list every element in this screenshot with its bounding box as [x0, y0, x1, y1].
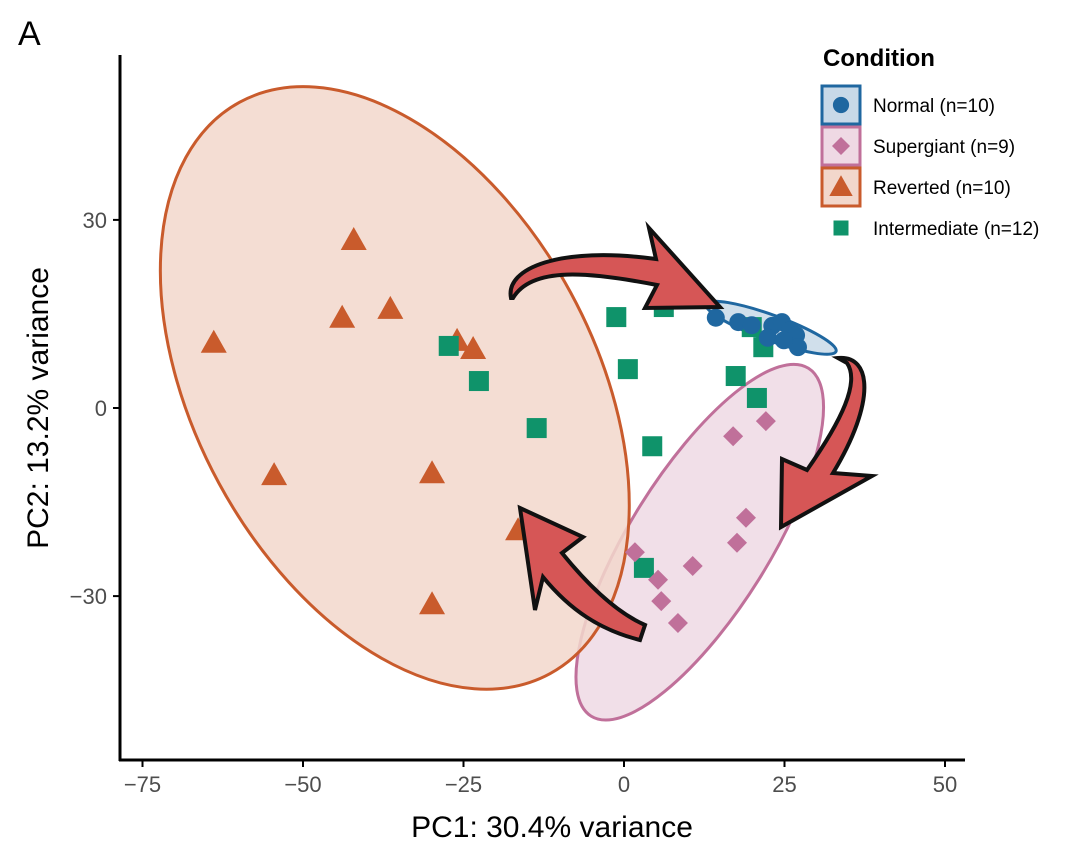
- point-reverted: [340, 226, 367, 250]
- legend-label: Reverted (n=10): [873, 178, 1011, 199]
- x-axis-label: PC1: 30.4% variance: [411, 811, 693, 844]
- point-normal: [706, 308, 725, 327]
- point-intermediate: [468, 371, 489, 392]
- point-supergiant: [624, 542, 645, 563]
- legend-item-reverted: Reverted (n=10): [820, 166, 1011, 208]
- legend-label: Supergiant (n=9): [873, 137, 1015, 158]
- point-supergiant: [755, 411, 776, 432]
- point-intermediate: [606, 307, 627, 328]
- ellipses-layer: [158, 85, 838, 722]
- y-tick-label: 0: [95, 396, 107, 421]
- point-reverted: [419, 460, 446, 484]
- panel-label: A: [18, 15, 41, 53]
- arrow-normal-to-supergiant: [778, 355, 879, 531]
- legend-circle-icon: [832, 96, 850, 114]
- point-intermediate: [725, 366, 746, 387]
- arrow-intermediate-to-normal: [508, 220, 725, 311]
- x-tick-label: 50: [933, 772, 957, 797]
- point-reverted: [460, 336, 487, 360]
- arrows-layer: [508, 220, 879, 643]
- legend: Condition Normal (n=10) Supergiant (n=9) R…: [820, 45, 1039, 240]
- legend-item-supergiant: Supergiant (n=9): [820, 125, 1015, 167]
- legend-label: Normal (n=10): [873, 96, 995, 117]
- point-intermediate: [633, 557, 654, 578]
- point-normal: [774, 331, 793, 350]
- point-supergiant: [723, 426, 744, 447]
- arrow-supergiant-to-reverted: [517, 504, 648, 643]
- legend-diamond-icon: [832, 137, 850, 155]
- legend-title: Condition: [823, 45, 935, 72]
- point-intermediate: [526, 418, 547, 439]
- legend-square-icon: [833, 220, 849, 236]
- point-supergiant: [726, 532, 747, 553]
- y-axis-label: PC2: 13.2% variance: [22, 267, 55, 549]
- y-ticks: 30 0 −30: [70, 208, 120, 609]
- point-intermediate: [642, 436, 663, 457]
- point-intermediate: [746, 387, 767, 408]
- point-supergiant: [648, 569, 669, 590]
- point-reverted: [377, 295, 404, 319]
- point-supergiant: [735, 507, 756, 528]
- point-reverted: [329, 304, 356, 328]
- point-supergiant: [651, 591, 672, 612]
- point-reverted: [200, 329, 227, 353]
- y-tick-label: 30: [83, 208, 107, 233]
- point-reverted: [261, 462, 288, 486]
- point-normal: [788, 338, 807, 357]
- legend-triangle-icon: [829, 175, 853, 196]
- x-tick-label: 25: [772, 772, 796, 797]
- point-normal: [758, 328, 777, 347]
- y-tick-label: −30: [70, 584, 107, 609]
- x-tick-label: −50: [284, 772, 321, 797]
- x-tick-label: −25: [445, 772, 482, 797]
- point-supergiant: [667, 613, 688, 634]
- x-tick-label: 0: [618, 772, 630, 797]
- legend-key-box: [820, 166, 862, 208]
- point-reverted: [419, 591, 446, 615]
- legend-item-normal: Normal (n=10): [820, 84, 995, 126]
- point-normal: [729, 313, 748, 332]
- x-ticks: −75 −50 −25 0 25 50: [124, 760, 957, 797]
- point-intermediate: [617, 359, 638, 380]
- legend-label: Intermediate (n=12): [873, 219, 1039, 240]
- legend-item-intermediate: Intermediate (n=12): [833, 219, 1039, 240]
- point-intermediate: [438, 335, 459, 356]
- point-supergiant: [682, 556, 703, 577]
- point-normal: [742, 316, 761, 335]
- x-tick-label: −75: [124, 772, 161, 797]
